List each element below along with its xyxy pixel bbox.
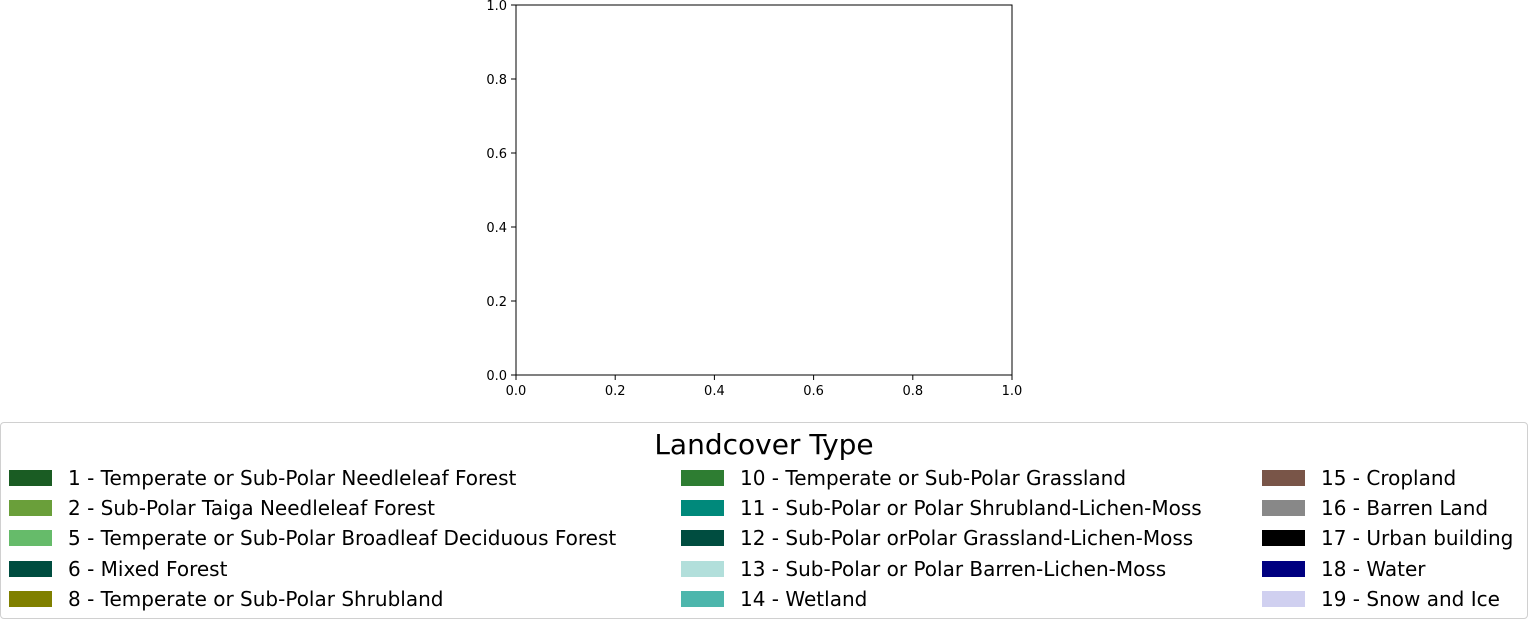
y-tick-label: 1.0 [486,0,507,14]
legend-label: 2 - Sub-Polar Taiga Needleleaf Forest [68,496,435,521]
plot-area [516,5,1012,375]
legend-swatch [9,530,52,547]
legend-column: 15 - Cropland 16 - Barren Land 17 - Urban … [1262,463,1513,614]
legend-label: 11 - Sub-Polar or Polar Shrubland-Lichen… [740,496,1202,521]
legend-item: 11 - Sub-Polar or Polar Shrubland-Lichen… [681,493,1202,523]
legend-label: 5 - Temperate or Sub-Polar Broadleaf Dec… [68,526,617,551]
legend-swatch [1262,530,1305,547]
y-tick-label: 0.4 [486,221,507,236]
legend-label: 10 - Temperate or Sub-Polar Grassland [740,466,1127,491]
legend-swatch [9,470,52,487]
legend-item: 1 - Temperate or Sub-Polar Needleleaf Fo… [9,463,616,493]
legend-swatch [681,530,724,547]
legend-swatch [1262,590,1305,607]
legend-label: 13 - Sub-Polar or Polar Barren-Lichen-Mo… [740,556,1167,581]
legend-item: 12 - Sub-Polar orPolar Grassland-Lichen-… [681,523,1202,553]
legend-item: 15 - Cropland [1262,463,1513,493]
legend-swatch [681,560,724,577]
legend-swatch [681,470,724,487]
legend-label: 16 - Barren Land [1321,496,1489,521]
legend-item: 5 - Temperate or Sub-Polar Broadleaf Dec… [9,523,616,553]
legend-label: 15 - Cropland [1321,466,1457,491]
x-tick-label: 0.2 [605,384,626,399]
legend-swatch [9,590,52,607]
legend-item: 17 - Urban building [1262,523,1513,553]
x-tick-label: 1.0 [1002,384,1023,399]
x-tick-label: 0.6 [803,384,824,399]
legend-swatch [681,500,724,517]
axes-frame [515,4,1013,376]
legend: Landcover Type 1 - Temperate or Sub-Pola… [0,422,1528,619]
x-tick-label: 0.4 [704,384,725,399]
legend-item: 2 - Sub-Polar Taiga Needleleaf Forest [9,493,616,523]
legend-label: 19 - Snow and Ice [1321,586,1500,611]
legend-title: Landcover Type [654,428,874,461]
legend-item: 14 - Wetland [681,584,1202,614]
y-tick-label: 0.8 [486,73,507,88]
legend-swatch [9,500,52,517]
y-tick-label: 0.0 [486,369,507,384]
legend-label: 14 - Wetland [740,586,868,611]
legend-item: 13 - Sub-Polar or Polar Barren-Lichen-Mo… [681,554,1202,584]
legend-item: 19 - Snow and Ice [1262,584,1513,614]
y-tick-label: 0.6 [486,147,507,162]
legend-item: 18 - Water [1262,554,1513,584]
legend-label: 12 - Sub-Polar orPolar Grassland-Lichen-… [740,526,1194,551]
legend-swatch [681,590,724,607]
y-tick-label: 0.2 [486,295,507,310]
legend-column: 1 - Temperate or Sub-Polar Needleleaf Fo… [9,463,616,614]
legend-item: 8 - Temperate or Sub-Polar Shrubland [9,584,616,614]
legend-item: 6 - Mixed Forest [9,554,616,584]
legend-item: 16 - Barren Land [1262,493,1513,523]
legend-label: 17 - Urban building [1321,526,1514,551]
chart-axes: 0.0 0.2 0.4 0.6 0.8 1.0 0.0 0.2 0.4 0.6 0.8 1.0 [486,0,1022,399]
legend-item: 10 - Temperate or Sub-Polar Grassland [681,463,1202,493]
ticks-layer: 0.0 0.2 0.4 0.6 0.8 1.0 0.0 0.2 0.4 0.6 0.8 1.0 [486,0,1022,399]
legend-swatch [1262,500,1305,517]
x-tick-label: 0.0 [506,384,527,399]
legend-label: 8 - Temperate or Sub-Polar Shrubland [68,586,444,611]
legend-label: 1 - Temperate or Sub-Polar Needleleaf Fo… [68,466,517,491]
legend-swatch [1262,560,1305,577]
legend-label: 18 - Water [1321,556,1426,581]
legend-label: 6 - Mixed Forest [68,556,228,581]
legend-swatch [9,560,52,577]
x-tick-label: 0.8 [902,384,923,399]
legend-column: 10 - Temperate or Sub-Polar Grassland 11 … [681,463,1202,614]
legend-swatch [1262,470,1305,487]
